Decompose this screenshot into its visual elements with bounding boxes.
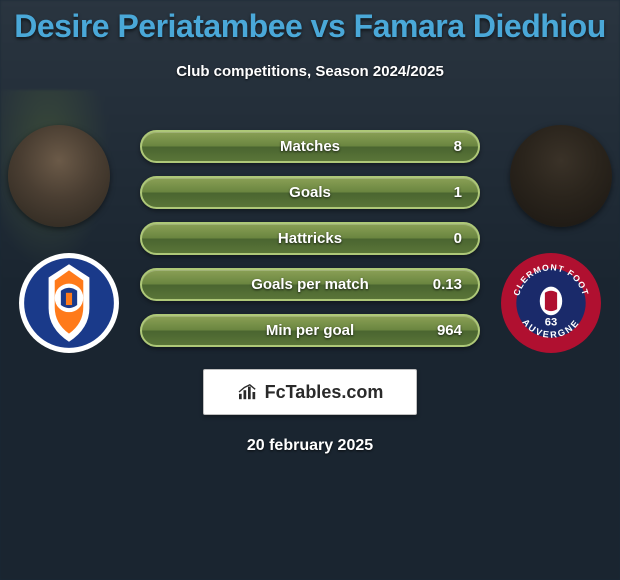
season-subtitle: Club competitions, Season 2024/2025 xyxy=(0,63,620,80)
svg-text:CLERMONT FOOT: CLERMONT FOOT xyxy=(511,262,590,297)
player2-club-badge: CLERMONT FOOT AUVERGNE 63 xyxy=(500,252,602,354)
stat-label: Goals xyxy=(289,184,331,201)
stat-value: 1 xyxy=(454,184,462,201)
stats-list: Matches 8 Goals 1 Hattricks 0 Goals per … xyxy=(140,130,480,347)
svg-text:63: 63 xyxy=(545,316,557,328)
player1-club-badge xyxy=(18,252,120,354)
stat-label: Hattricks xyxy=(278,230,342,247)
badge-left-icon xyxy=(18,252,120,354)
player2-avatar xyxy=(510,125,612,227)
logo-text: FcTables.com xyxy=(265,382,384,403)
stat-label: Min per goal xyxy=(266,322,354,339)
stat-min-per-goal: Min per goal 964 xyxy=(140,314,480,347)
stat-hattricks: Hattricks 0 xyxy=(140,222,480,255)
svg-text:AUVERGNE: AUVERGNE xyxy=(520,317,581,340)
stat-goals: Goals 1 xyxy=(140,176,480,209)
fctables-logo-box[interactable]: FcTables.com xyxy=(203,369,417,415)
stat-value: 0.13 xyxy=(433,276,462,293)
stat-value: 964 xyxy=(437,322,462,339)
stat-value: 0 xyxy=(454,230,462,247)
comparison-title: Desire Periatambee vs Famara Diedhiou xyxy=(0,0,620,45)
player1-avatar xyxy=(8,125,110,227)
badge-right-icon: CLERMONT FOOT AUVERGNE 63 xyxy=(500,252,602,354)
stat-value: 8 xyxy=(454,138,462,155)
chart-icon xyxy=(237,383,259,401)
stat-label: Matches xyxy=(280,138,340,155)
stat-label: Goals per match xyxy=(251,276,369,293)
stat-goals-per-match: Goals per match 0.13 xyxy=(140,268,480,301)
content-container: Desire Periatambee vs Famara Diedhiou Cl… xyxy=(0,0,620,455)
stat-matches: Matches 8 xyxy=(140,130,480,163)
comparison-date: 20 february 2025 xyxy=(0,437,620,455)
